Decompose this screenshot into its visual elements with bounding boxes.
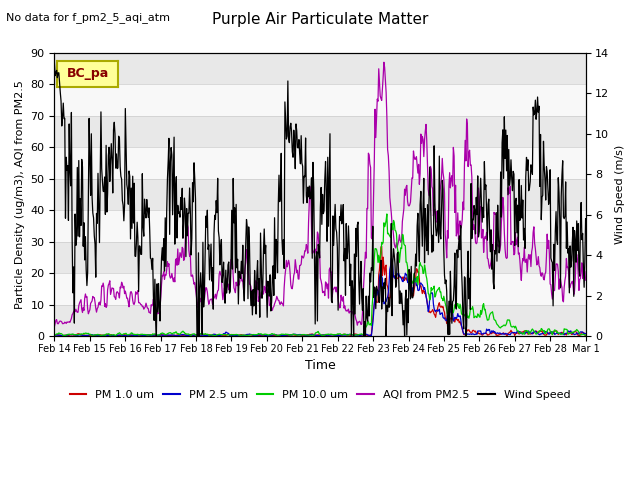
Bar (54, 210, 586, 241)
Text: Purple Air Particulate Matter: Purple Air Particulate Matter (212, 12, 428, 27)
Text: No data for f_pm2_5_aqi_atm: No data for f_pm2_5_aqi_atm (6, 12, 170, 23)
Bar (54, 273, 586, 305)
Bar (54, 179, 586, 210)
Y-axis label: Particle Density (ug/m3), AQI from PM2.5: Particle Density (ug/m3), AQI from PM2.5 (15, 80, 25, 309)
Bar (54, 53, 586, 84)
Bar (54, 305, 586, 336)
Bar (54, 116, 586, 147)
Legend: PM 1.0 um, PM 2.5 um, PM 10.0 um, AQI from PM2.5, Wind Speed: PM 1.0 um, PM 2.5 um, PM 10.0 um, AQI fr… (65, 385, 575, 404)
Y-axis label: Wind Speed (m/s): Wind Speed (m/s) (615, 144, 625, 244)
Bar (54, 84, 586, 116)
Bar (54, 147, 586, 179)
X-axis label: Time: Time (305, 359, 335, 372)
Bar (54, 241, 586, 273)
